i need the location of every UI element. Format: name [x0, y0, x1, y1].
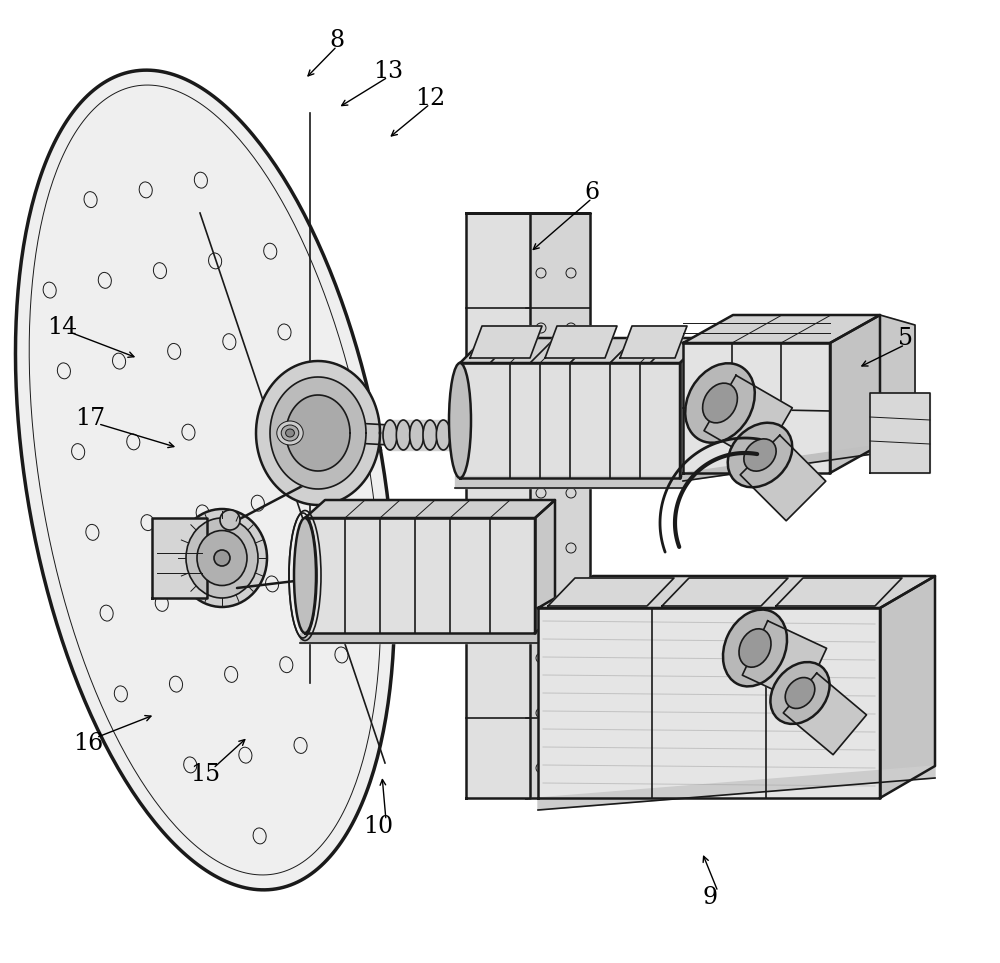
Polygon shape	[870, 393, 930, 473]
Polygon shape	[776, 578, 902, 606]
Circle shape	[312, 570, 328, 586]
Ellipse shape	[177, 509, 267, 607]
Ellipse shape	[396, 420, 410, 450]
Polygon shape	[545, 326, 617, 358]
Polygon shape	[683, 445, 880, 481]
Text: 6: 6	[584, 181, 600, 204]
Polygon shape	[455, 476, 685, 488]
Text: 13: 13	[373, 60, 403, 83]
Ellipse shape	[281, 425, 299, 441]
Ellipse shape	[286, 429, 294, 437]
Polygon shape	[683, 343, 830, 473]
Polygon shape	[880, 315, 915, 445]
Text: 10: 10	[363, 815, 393, 838]
Ellipse shape	[449, 363, 471, 478]
Polygon shape	[538, 576, 935, 608]
Ellipse shape	[436, 420, 450, 450]
Polygon shape	[470, 326, 542, 358]
Polygon shape	[783, 673, 867, 755]
Ellipse shape	[383, 420, 397, 450]
Polygon shape	[620, 326, 687, 358]
Polygon shape	[704, 376, 792, 463]
Polygon shape	[680, 338, 705, 478]
Polygon shape	[390, 420, 470, 450]
Text: 17: 17	[75, 407, 105, 430]
Ellipse shape	[685, 363, 755, 443]
Polygon shape	[318, 421, 390, 445]
Polygon shape	[256, 361, 380, 505]
Text: 12: 12	[415, 87, 445, 110]
Polygon shape	[460, 363, 680, 478]
Text: 5: 5	[898, 327, 912, 351]
Text: 16: 16	[73, 732, 103, 755]
Circle shape	[214, 550, 230, 566]
Polygon shape	[662, 578, 788, 606]
Ellipse shape	[277, 421, 303, 445]
Polygon shape	[526, 213, 590, 798]
Polygon shape	[538, 766, 935, 810]
Circle shape	[220, 510, 240, 530]
Polygon shape	[548, 578, 674, 606]
Polygon shape	[742, 621, 827, 703]
Circle shape	[306, 564, 334, 592]
Ellipse shape	[703, 383, 737, 423]
Polygon shape	[305, 500, 555, 518]
Polygon shape	[740, 435, 826, 521]
Polygon shape	[286, 395, 350, 471]
Text: 14: 14	[47, 316, 77, 339]
Ellipse shape	[728, 423, 792, 487]
Text: 9: 9	[702, 886, 718, 909]
Ellipse shape	[410, 420, 424, 450]
Ellipse shape	[197, 531, 247, 586]
Polygon shape	[830, 315, 880, 473]
Polygon shape	[535, 500, 555, 633]
Polygon shape	[460, 338, 705, 363]
Polygon shape	[305, 518, 535, 633]
Ellipse shape	[294, 518, 316, 633]
Polygon shape	[466, 213, 530, 798]
Polygon shape	[152, 518, 207, 598]
Ellipse shape	[739, 629, 771, 667]
Text: 8: 8	[329, 29, 345, 52]
Polygon shape	[270, 377, 366, 489]
Polygon shape	[538, 608, 880, 798]
Polygon shape	[300, 633, 540, 643]
Polygon shape	[683, 315, 880, 343]
Ellipse shape	[723, 610, 787, 687]
Ellipse shape	[744, 439, 776, 471]
Ellipse shape	[463, 420, 477, 450]
Ellipse shape	[423, 420, 437, 450]
Ellipse shape	[770, 662, 830, 724]
Polygon shape	[880, 576, 935, 798]
Ellipse shape	[450, 420, 464, 450]
Ellipse shape	[785, 678, 815, 709]
Text: 15: 15	[190, 763, 220, 786]
Ellipse shape	[186, 518, 258, 598]
Polygon shape	[15, 70, 395, 890]
